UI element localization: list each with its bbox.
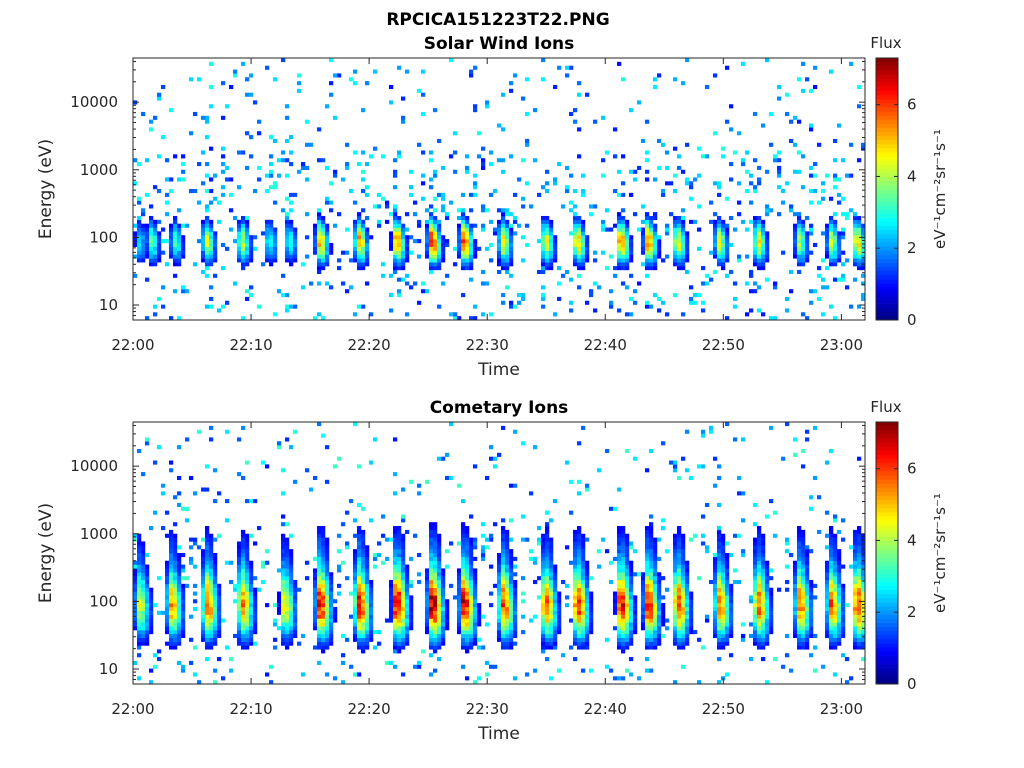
y-axis-label: Energy (eV)	[36, 503, 56, 603]
x-tick-label: 22:20	[348, 700, 391, 718]
panel-cometary-ions: Cometary Ions 10 100 1000 10000 22:00 22:10 22:…	[36, 398, 949, 744]
colorbar: 0 2 4 6 Flux eV⁻¹cm⁻²sr⁻¹s⁻¹	[870, 34, 949, 329]
y-tick-label: 1000	[80, 161, 118, 179]
x-tick-label: 22:40	[584, 700, 627, 718]
y-tick-label: 10000	[70, 457, 118, 475]
colorbar-tick-label: 0	[907, 675, 917, 693]
heatmap-cells	[133, 422, 866, 685]
colorbar: 0 2 4 6 Flux eV⁻¹cm⁻²sr⁻¹s⁻¹	[870, 398, 949, 693]
colorbar-unit-label: eV⁻¹cm⁻²sr⁻¹s⁻¹	[931, 493, 949, 613]
axes-box	[132, 421, 866, 685]
colorbar-unit-label: eV⁻¹cm⁻²sr⁻¹s⁻¹	[931, 129, 949, 249]
colorbar-tick-label: 0	[907, 311, 917, 329]
colorbar-tick-label: 2	[907, 603, 917, 621]
panel-title: Solar Wind Ions	[424, 34, 575, 54]
y-tick-label: 10000	[70, 93, 118, 111]
heatmap-cells	[133, 58, 866, 321]
x-axis-label: Time	[477, 360, 520, 380]
x-tick-label: 22:20	[348, 336, 391, 354]
colorbar-tick-label: 2	[907, 239, 917, 257]
x-axis-label: Time	[477, 724, 520, 744]
axes-box	[132, 57, 866, 321]
y-axis-label: Energy (eV)	[36, 139, 56, 239]
y-tick-label: 10	[99, 660, 118, 678]
x-tick-label: 22:50	[702, 336, 745, 354]
x-tick-label: 22:00	[111, 336, 154, 354]
x-tick-label: 22:40	[584, 336, 627, 354]
panel-solar-wind-ions: Solar Wind Ions 10 100 1000 10000 22:00 22:10 2…	[36, 34, 949, 380]
x-tick-label: 22:10	[229, 336, 272, 354]
colorbar-tick-label: 6	[907, 96, 917, 114]
colorbar-tick-label: 4	[907, 531, 917, 549]
colorbar-title: Flux	[870, 34, 901, 52]
figure-title: RPCICA151223T22.PNG	[386, 10, 609, 30]
y-tick-label: 1000	[80, 525, 118, 543]
y-tick-label: 100	[89, 228, 118, 246]
x-tick-label: 23:00	[820, 700, 863, 718]
x-tick-label: 22:00	[111, 700, 154, 718]
x-tick-label: 22:10	[229, 700, 272, 718]
panel-title: Cometary Ions	[430, 398, 569, 418]
y-tick-label: 100	[89, 592, 118, 610]
x-tick-label: 22:30	[466, 700, 509, 718]
colorbar-title: Flux	[870, 398, 901, 416]
x-tick-label: 23:00	[820, 336, 863, 354]
colorbar-tick-label: 6	[907, 460, 917, 478]
colorbar-tick-label: 4	[907, 167, 917, 185]
x-tick-label: 22:30	[466, 336, 509, 354]
x-tick-label: 22:50	[702, 700, 745, 718]
y-tick-label: 10	[99, 296, 118, 314]
